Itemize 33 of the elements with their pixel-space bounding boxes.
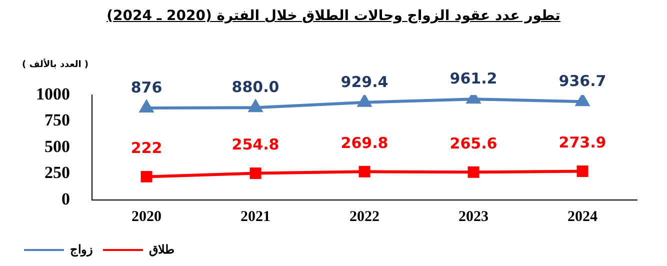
data-label: 273.9 (558, 134, 606, 152)
data-label: 265.6 (450, 134, 498, 153)
point (358, 166, 370, 178)
point (358, 95, 372, 107)
data-label: 929.4 (340, 72, 388, 91)
x-tick-label: 2022 (350, 208, 380, 225)
y-tick-label: 250 (44, 163, 70, 182)
x-tick-label: 2021 (240, 208, 270, 225)
point (468, 166, 480, 178)
y-tick-label: 0 (62, 189, 70, 208)
y-tick-label: 1000 (36, 84, 70, 104)
chart-title: تطور عدد عقود الزواج وحالات الطلاق خلال الفترة (2020 ـ 2024) (106, 8, 562, 24)
y-tick-label: 500 (44, 136, 70, 156)
data-label: 880.0 (232, 78, 280, 96)
legend-label: طلاق (149, 242, 175, 256)
point (576, 166, 588, 177)
x-tick-label: 2020 (132, 208, 162, 225)
data-label: 876 (130, 78, 162, 96)
data-label: 961.2 (450, 69, 498, 88)
data-label: 254.8 (232, 136, 280, 154)
data-label: 269.8 (340, 134, 388, 152)
x-tick-label: 2023 (458, 208, 488, 225)
data-label: 222 (130, 139, 162, 158)
y-tick-label: 750 (44, 110, 70, 130)
point (140, 100, 154, 113)
point (140, 170, 152, 182)
legend-label: زواج (70, 242, 93, 258)
point (250, 168, 262, 179)
point (576, 95, 590, 106)
data-label: 936.7 (558, 72, 606, 90)
y-axis-title: ( العدد بالألف ) (22, 60, 89, 70)
x-tick-label: 2024 (568, 208, 598, 225)
point (248, 100, 262, 112)
